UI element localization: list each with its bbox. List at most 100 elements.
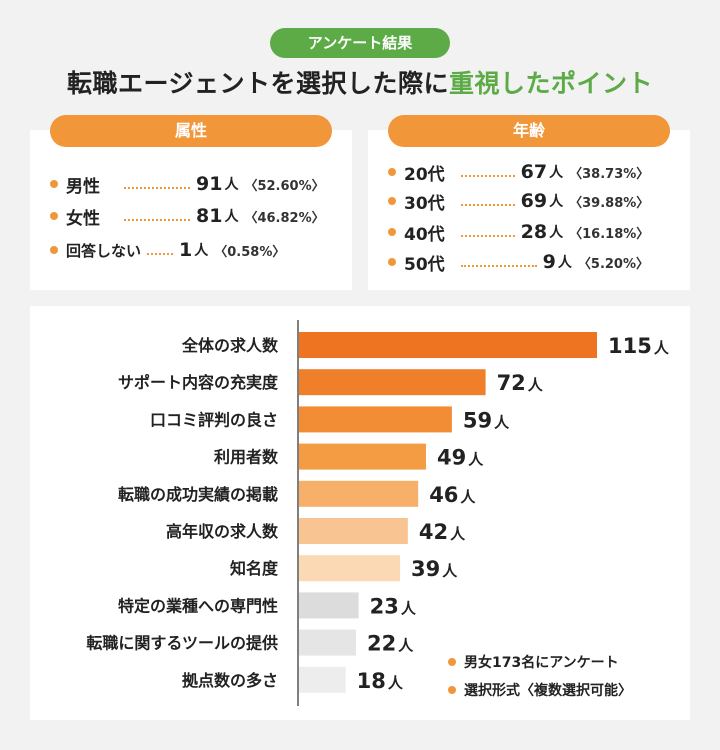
value-unit: 人 bbox=[528, 376, 544, 394]
dotted-leader bbox=[460, 175, 515, 177]
stat-percent: 〈46.82%〉 bbox=[244, 210, 325, 226]
dotted-leader bbox=[460, 265, 537, 267]
value-unit: 人 bbox=[401, 599, 417, 617]
survey-result-badge: アンケート結果 bbox=[270, 28, 450, 58]
attribute-header: 属性 bbox=[50, 115, 332, 147]
bullet-dot bbox=[50, 180, 58, 188]
bar bbox=[299, 480, 419, 507]
stat-percent: 〈16.18%〉 bbox=[569, 226, 650, 242]
category-label: 転職の成功実績の掲載 bbox=[118, 485, 278, 504]
age-row: 20代 67 人 〈38.73%〉 bbox=[388, 158, 649, 186]
note-text: 選択形式〈複数選択可能〉 bbox=[464, 683, 632, 699]
stat-percent: 〈5.20%〉 bbox=[577, 256, 650, 272]
value-unit: 人 bbox=[398, 637, 414, 655]
bullet-dot bbox=[50, 246, 58, 254]
value-label: 46 人 bbox=[429, 483, 476, 507]
stat-count: 1 bbox=[179, 239, 193, 261]
value-label: 72 人 bbox=[497, 371, 544, 395]
age-card bbox=[368, 130, 690, 290]
stat-count: 9 bbox=[542, 251, 556, 273]
age-row: 50代 9 人 〈5.20%〉 bbox=[388, 248, 649, 276]
stat-count: 28 bbox=[520, 221, 548, 243]
bar bbox=[299, 406, 452, 433]
dotted-leader bbox=[460, 235, 515, 237]
value-label: 22 人 bbox=[367, 632, 414, 656]
stat-count: 91 bbox=[196, 173, 223, 195]
value-unit: 人 bbox=[468, 451, 484, 469]
value-label: 49 人 bbox=[437, 446, 484, 470]
bar bbox=[299, 369, 486, 396]
category-label: 全体の求人数 bbox=[181, 336, 279, 355]
stat-unit: 人 bbox=[557, 255, 572, 271]
stat-unit: 人 bbox=[224, 177, 239, 193]
bar bbox=[299, 332, 597, 358]
title-main: 転職エージェントを選択した際に bbox=[66, 69, 449, 98]
value-label: 59 人 bbox=[463, 408, 510, 432]
category-label: サポート内容の充実度 bbox=[118, 373, 279, 392]
bullet-dot bbox=[388, 258, 396, 266]
dotted-leader bbox=[124, 219, 190, 221]
bar bbox=[299, 592, 359, 619]
stat-count: 81 bbox=[196, 205, 223, 227]
bar bbox=[299, 443, 426, 470]
stat-count: 69 bbox=[520, 190, 548, 212]
bullet-dot bbox=[388, 228, 396, 236]
bullet-dot bbox=[50, 212, 58, 220]
stat-percent: 〈52.60%〉 bbox=[244, 178, 325, 194]
dotted-leader bbox=[460, 204, 515, 206]
stat-unit: 人 bbox=[194, 243, 209, 259]
bar bbox=[299, 518, 408, 544]
stat-label: 30代 bbox=[404, 193, 445, 214]
age-header: 年齢 bbox=[388, 115, 670, 147]
attribute-row: 女性 81 人 〈46.82%〉 bbox=[50, 202, 325, 230]
value-label: 39 人 bbox=[411, 557, 458, 581]
value-label: 23 人 bbox=[370, 594, 417, 618]
stat-unit: 人 bbox=[549, 165, 564, 181]
attribute-row: 回答しない 1 人 〈0.58%〉 bbox=[50, 236, 285, 264]
attribute-row: 男性 91 人 〈52.60%〉 bbox=[50, 170, 325, 198]
value-unit: 人 bbox=[654, 339, 670, 357]
stat-unit: 人 bbox=[549, 225, 564, 241]
value-unit: 人 bbox=[388, 674, 404, 692]
value-unit: 人 bbox=[460, 488, 476, 506]
category-label: 特定の業種への専門性 bbox=[118, 596, 278, 615]
stat-label: 回答しない bbox=[66, 241, 142, 260]
stat-percent: 〈0.58%〉 bbox=[214, 244, 286, 260]
stat-percent: 〈39.88%〉 bbox=[569, 195, 650, 211]
stat-percent: 〈38.73%〉 bbox=[569, 166, 650, 182]
bar bbox=[299, 666, 346, 693]
value-unit: 人 bbox=[450, 525, 466, 543]
survey-note: 男女173名にアンケート bbox=[448, 652, 619, 672]
bar bbox=[299, 555, 401, 582]
value-label: 18 人 bbox=[357, 669, 404, 693]
stat-unit: 人 bbox=[549, 194, 564, 210]
title-highlight: 重視したポイント bbox=[449, 69, 654, 98]
value-unit: 人 bbox=[494, 413, 510, 431]
stat-unit: 人 bbox=[224, 209, 239, 225]
dotted-leader bbox=[124, 187, 190, 189]
note-text: 男女173名にアンケート bbox=[464, 655, 619, 671]
bullet-dot bbox=[388, 168, 396, 176]
value-label: 42 人 bbox=[419, 520, 466, 544]
value-unit: 人 bbox=[442, 562, 458, 580]
dotted-leader bbox=[147, 253, 174, 255]
stat-label: 40代 bbox=[404, 224, 445, 245]
age-row: 30代 69 人 〈39.88%〉 bbox=[388, 187, 649, 215]
stat-label: 女性 bbox=[66, 208, 100, 229]
stat-label: 20代 bbox=[404, 164, 445, 185]
category-label: 拠点数の多さ bbox=[182, 671, 278, 690]
survey-note: 選択形式〈複数選択可能〉 bbox=[448, 680, 632, 700]
value-label: 115 人 bbox=[608, 334, 670, 358]
category-label: 口コミ評判の良さ bbox=[150, 410, 278, 429]
bullet-dot bbox=[388, 197, 396, 205]
stat-count: 67 bbox=[520, 161, 548, 183]
bar bbox=[299, 629, 357, 656]
category-label: 転職に関するツールの提供 bbox=[86, 634, 278, 653]
age-row: 40代 28 人 〈16.18%〉 bbox=[388, 218, 649, 246]
stat-label: 男性 bbox=[66, 176, 100, 197]
category-label: 知名度 bbox=[230, 559, 279, 578]
page-title: 転職エージェントを選択した際に重視したポイント bbox=[0, 64, 720, 100]
bullet-dot bbox=[448, 658, 456, 666]
bullet-dot bbox=[448, 686, 456, 694]
